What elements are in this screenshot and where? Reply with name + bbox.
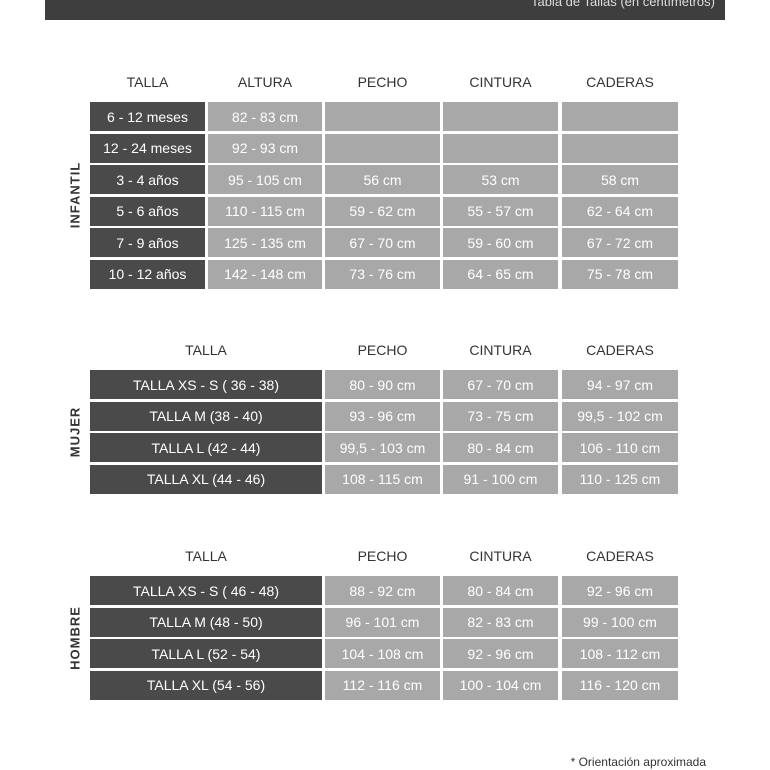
measure-cell: 80 - 84 cm <box>443 433 558 462</box>
column-header: CINTURA <box>469 74 532 90</box>
size-cell: TALLA XL (44 - 46) <box>90 464 322 494</box>
measure-cell: 93 - 96 cm <box>325 401 440 431</box>
size-cell: TALLA M (48 - 50) <box>90 607 322 637</box>
column-header: TALLA <box>185 548 227 564</box>
measure-cell: 75 - 78 cm <box>562 259 678 289</box>
size-cell: TALLA XL (54 - 56) <box>90 670 322 700</box>
footnote: * Orientación aproximada <box>570 755 706 769</box>
measure-cell: 62 - 64 cm <box>562 196 678 226</box>
column-header: CADERAS <box>586 74 654 90</box>
measure-cell: 56 cm <box>325 165 440 194</box>
measure-cell <box>325 102 440 131</box>
size-cell: 3 - 4 años <box>90 165 205 194</box>
column-header: CINTURA <box>469 548 532 564</box>
measure-cell: 108 - 115 cm <box>325 464 440 494</box>
measure-cell <box>562 102 678 131</box>
measure-cell: 110 - 125 cm <box>562 464 678 494</box>
title: Tabla de Tallas (en centímetros) <box>530 0 715 9</box>
section-label: INFANTIL <box>67 162 83 229</box>
measure-cell: 59 - 62 cm <box>325 196 440 226</box>
measure-cell: 80 - 84 cm <box>443 576 558 605</box>
size-cell: TALLA M (38 - 40) <box>90 401 322 431</box>
size-cell: 6 - 12 meses <box>90 102 205 131</box>
measure-cell: 104 - 108 cm <box>325 639 440 668</box>
measure-cell: 92 - 96 cm <box>443 639 558 668</box>
column-header: CADERAS <box>586 548 654 564</box>
column-header: CINTURA <box>469 342 532 358</box>
measure-cell: 92 - 96 cm <box>562 576 678 605</box>
size-cell: TALLA XS - S ( 36 - 38) <box>90 370 322 399</box>
measure-cell: 91 - 100 cm <box>443 464 558 494</box>
measure-cell: 64 - 65 cm <box>443 259 558 289</box>
size-cell: 5 - 6 años <box>90 196 205 226</box>
measure-cell: 73 - 76 cm <box>325 259 440 289</box>
measure-cell: 80 - 90 cm <box>325 370 440 399</box>
measure-cell: 142 - 148 cm <box>208 259 322 289</box>
measure-cell: 110 - 115 cm <box>208 196 322 226</box>
measure-cell: 106 - 110 cm <box>562 433 678 462</box>
measure-cell <box>443 102 558 131</box>
measure-cell: 67 - 70 cm <box>325 228 440 257</box>
column-header: PECHO <box>357 548 408 564</box>
column-header: CADERAS <box>586 342 654 358</box>
measure-cell: 59 - 60 cm <box>443 228 558 257</box>
column-header: PECHO <box>357 74 408 90</box>
top-bar: Tabla de Tallas (en centímetros) <box>45 0 725 20</box>
measure-cell <box>443 133 558 163</box>
measure-cell: 82 - 83 cm <box>208 102 322 131</box>
size-cell: TALLA XS - S ( 46 - 48) <box>90 576 322 605</box>
size-cell: 7 - 9 años <box>90 228 205 257</box>
column-header: TALLA <box>185 342 227 358</box>
size-cell: 10 - 12 años <box>90 259 205 289</box>
column-header: ALTURA <box>237 74 293 90</box>
measure-cell: 73 - 75 cm <box>443 401 558 431</box>
measure-cell: 82 - 83 cm <box>443 607 558 637</box>
measure-cell: 67 - 72 cm <box>562 228 678 257</box>
measure-cell: 92 - 93 cm <box>208 133 322 163</box>
section-label: HOMBRE <box>67 605 83 670</box>
measure-cell: 95 - 105 cm <box>208 165 322 194</box>
column-header: PECHO <box>357 342 408 358</box>
measure-cell: 67 - 70 cm <box>443 370 558 399</box>
measure-cell: 112 - 116 cm <box>325 670 440 700</box>
measure-cell: 116 - 120 cm <box>562 670 678 700</box>
measure-cell: 99,5 - 103 cm <box>325 433 440 462</box>
size-cell: TALLA L (42 - 44) <box>90 433 322 462</box>
measure-cell: 108 - 112 cm <box>562 639 678 668</box>
measure-cell: 53 cm <box>443 165 558 194</box>
column-header: TALLA <box>126 74 169 90</box>
size-cell: TALLA L (52 - 54) <box>90 639 322 668</box>
measure-cell: 96 - 101 cm <box>325 607 440 637</box>
size-cell: 12 - 24 meses <box>90 133 205 163</box>
measure-cell: 125 - 135 cm <box>208 228 322 257</box>
measure-cell: 100 - 104 cm <box>443 670 558 700</box>
measure-cell <box>325 133 440 163</box>
measure-cell <box>562 133 678 163</box>
measure-cell: 99 - 100 cm <box>562 607 678 637</box>
measure-cell: 99,5 - 102 cm <box>562 401 678 431</box>
measure-cell: 58 cm <box>562 165 678 194</box>
measure-cell: 55 - 57 cm <box>443 196 558 226</box>
section-label: MUJER <box>67 406 83 458</box>
measure-cell: 94 - 97 cm <box>562 370 678 399</box>
measure-cell: 88 - 92 cm <box>325 576 440 605</box>
